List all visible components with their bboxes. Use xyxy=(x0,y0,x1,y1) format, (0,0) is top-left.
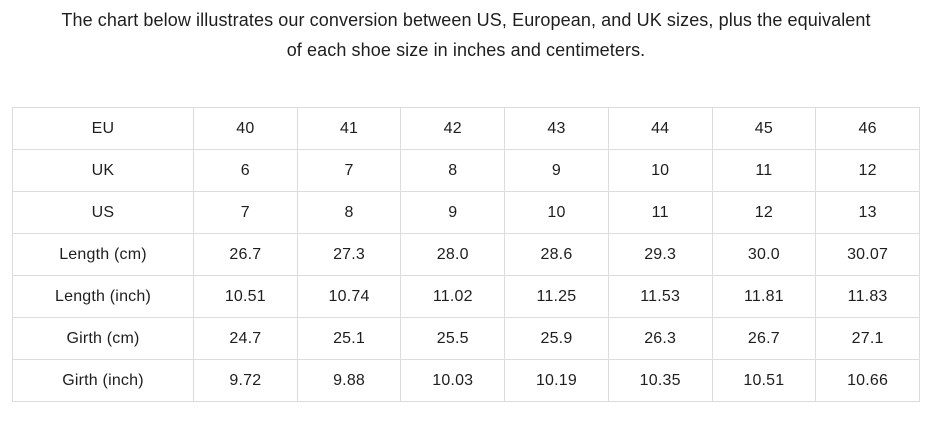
table-row: US 7 8 9 10 11 12 13 xyxy=(12,191,920,234)
value-cell: 10.66 xyxy=(815,359,920,402)
table-row: UK 6 7 8 9 10 11 12 xyxy=(12,149,920,192)
value-cell: 7 xyxy=(296,149,402,192)
value-cell: 30.07 xyxy=(815,233,920,276)
value-cell: 26.7 xyxy=(193,233,298,276)
value-cell: 27.1 xyxy=(815,317,920,360)
value-cell: 10.35 xyxy=(607,359,713,402)
value-cell: 25.1 xyxy=(296,317,402,360)
value-cell: 42 xyxy=(400,107,506,150)
value-cell: 25.9 xyxy=(504,317,609,360)
value-cell: 24.7 xyxy=(193,317,298,360)
value-cell: 46 xyxy=(815,107,920,150)
value-cell: 10.03 xyxy=(400,359,506,402)
row-label: Girth (inch) xyxy=(12,359,194,402)
value-cell: 41 xyxy=(296,107,402,150)
value-cell: 11 xyxy=(711,149,817,192)
value-cell: 25.5 xyxy=(400,317,506,360)
value-cell: 12 xyxy=(815,149,920,192)
value-cell: 40 xyxy=(193,107,298,150)
value-cell: 9.88 xyxy=(296,359,402,402)
value-cell: 9 xyxy=(400,191,506,234)
value-cell: 27.3 xyxy=(296,233,402,276)
value-cell: 28.6 xyxy=(504,233,609,276)
value-cell: 12 xyxy=(711,191,817,234)
page-title-line-2: of each shoe size in inches and centimet… xyxy=(286,40,646,60)
size-conversion-table: EU 40 41 42 43 44 45 46 UK 6 7 8 9 10 11 12 US 7 8 9 10 11 12 1… xyxy=(12,107,920,402)
table-row: EU 40 41 42 43 44 45 46 xyxy=(12,107,920,150)
value-cell: 10.19 xyxy=(504,359,609,402)
page-title-line-1: The chart below illustrates our conversi… xyxy=(61,10,871,30)
value-cell: 11.25 xyxy=(504,275,609,318)
row-label: US xyxy=(12,191,194,234)
row-label: EU xyxy=(12,107,194,150)
value-cell: 11.02 xyxy=(400,275,506,318)
page-title: The chart below illustrates our conversi… xyxy=(0,5,932,65)
value-cell: 29.3 xyxy=(607,233,713,276)
value-cell: 10.51 xyxy=(711,359,817,402)
value-cell: 10.51 xyxy=(193,275,298,318)
table-row: Girth (inch) 9.72 9.88 10.03 10.19 10.35 10.51… xyxy=(12,359,920,402)
value-cell: 10 xyxy=(504,191,609,234)
value-cell: 9 xyxy=(504,149,609,192)
table-row: Length (cm) 26.7 27.3 28.0 28.6 29.3 30.0 30.07 xyxy=(12,233,920,276)
value-cell: 26.3 xyxy=(607,317,713,360)
value-cell: 9.72 xyxy=(193,359,298,402)
row-label: Length (cm) xyxy=(12,233,194,276)
value-cell: 30.0 xyxy=(711,233,817,276)
value-cell: 7 xyxy=(193,191,298,234)
value-cell: 44 xyxy=(607,107,713,150)
value-cell: 28.0 xyxy=(400,233,506,276)
value-cell: 11.83 xyxy=(815,275,920,318)
value-cell: 13 xyxy=(815,191,920,234)
row-label: UK xyxy=(12,149,194,192)
value-cell: 26.7 xyxy=(711,317,817,360)
value-cell: 11.81 xyxy=(711,275,817,318)
value-cell: 10.74 xyxy=(296,275,402,318)
value-cell: 45 xyxy=(711,107,817,150)
row-label: Length (inch) xyxy=(12,275,194,318)
row-label: Girth (cm) xyxy=(12,317,194,360)
value-cell: 6 xyxy=(193,149,298,192)
value-cell: 8 xyxy=(400,149,506,192)
value-cell: 43 xyxy=(504,107,609,150)
table-row: Length (inch) 10.51 10.74 11.02 11.25 11.53 11… xyxy=(12,275,920,318)
value-cell: 8 xyxy=(296,191,402,234)
value-cell: 11 xyxy=(607,191,713,234)
value-cell: 10 xyxy=(607,149,713,192)
value-cell: 11.53 xyxy=(607,275,713,318)
table-row: Girth (cm) 24.7 25.1 25.5 25.9 26.3 26.7 27.1 xyxy=(12,317,920,360)
